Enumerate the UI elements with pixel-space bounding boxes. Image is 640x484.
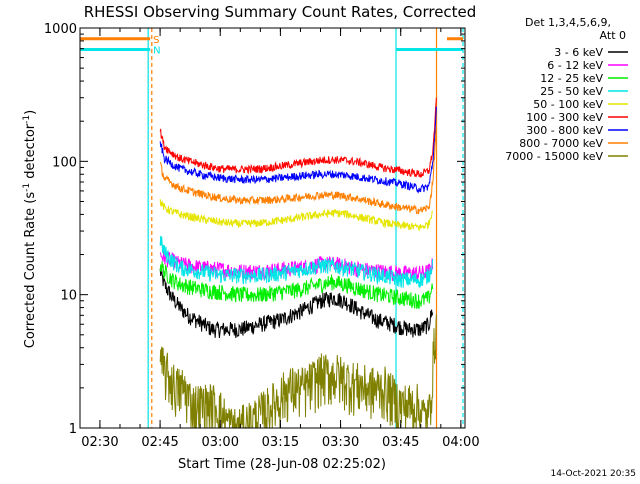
series-line-3: [159, 235, 434, 288]
legend-label-5: 100 - 300 keV: [526, 111, 603, 124]
legend-label-7: 800 - 7000 keV: [519, 137, 603, 150]
series-line-7: [159, 125, 437, 215]
x-tick-label-1: 02:45: [141, 435, 178, 450]
chart-title: RHESSI Observing Summary Count Rates, Co…: [84, 3, 477, 21]
x-tick-label-6: 04:00: [442, 435, 479, 450]
x-tick-label-5: 03:45: [382, 435, 419, 450]
x-tick-label-2: 03:00: [202, 435, 239, 450]
axes-layer: 1 10 100 1000 02:30 02:45 03:00 03:15 03:30 03:45…: [44, 22, 480, 450]
x-tick-label-0: 02:30: [81, 435, 118, 450]
x-tick-label-4: 03:30: [322, 435, 359, 450]
legend-label-8: 7000 - 15000 keV: [505, 150, 603, 163]
series-line-4: [159, 199, 433, 232]
series-line-1: [159, 250, 434, 282]
legend-label-4: 50 - 100 keV: [533, 98, 603, 111]
legend-label-6: 300 - 800 keV: [526, 124, 603, 137]
y-tick-label-0: 1: [69, 422, 77, 437]
y-axis-label: Corrected Count Rate (s-1 detector-1): [22, 110, 38, 348]
y-tick-label-3: 1000: [44, 22, 77, 37]
legend-label-1: 6 - 12 keV: [547, 59, 603, 72]
y-tick-label-1: 10: [60, 289, 77, 304]
marker-S-label: S: [153, 35, 159, 46]
x-axis-label: Start Time (28-Jun-08 02:25:02): [178, 457, 386, 472]
series-line-2: [159, 261, 434, 309]
reference-lines: SN: [80, 28, 464, 428]
legend-header-1: Det 1,3,4,5,6,9,: [525, 16, 611, 29]
series-line-0: [159, 268, 434, 338]
series-layer: [159, 97, 437, 430]
series-line-8: [159, 314, 437, 430]
marker-N-label: N: [153, 45, 160, 56]
plot-frame: [79, 27, 466, 429]
y-tick-label-2: 100: [52, 155, 77, 170]
legend-label-2: 12 - 25 keV: [540, 72, 603, 85]
footer-date: 14-Oct-2021 20:35: [551, 469, 636, 479]
x-tick-label-3: 03:15: [262, 435, 299, 450]
series-line-5: [159, 97, 437, 179]
legend-label-3: 25 - 50 keV: [540, 85, 603, 98]
series-line-6: [159, 106, 437, 194]
legend-label-0: 3 - 6 keV: [554, 46, 603, 59]
legend-header-2: Att 0: [600, 29, 626, 42]
